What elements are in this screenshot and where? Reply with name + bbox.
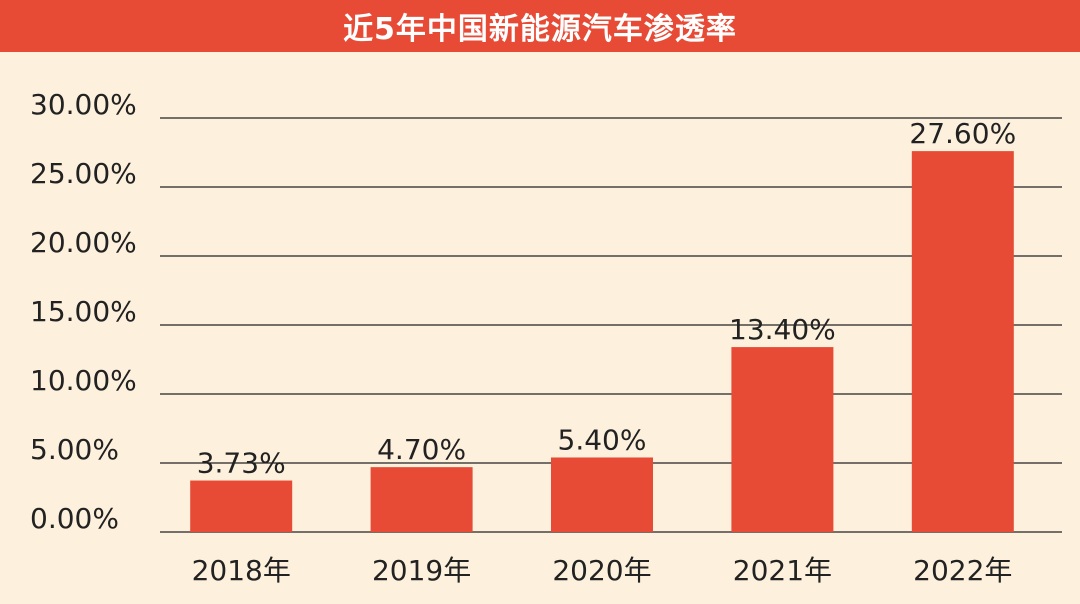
y-tick-label-3: 15.00% — [30, 295, 137, 328]
y-tick-label-1: 5.00% — [30, 433, 119, 466]
bar-3 — [731, 347, 834, 532]
data-label-0: 3.73% — [197, 447, 286, 480]
x-category-label-3: 2021年 — [733, 554, 832, 587]
y-tick-label-0: 0.00% — [30, 502, 119, 535]
x-category-label-4: 2022年 — [913, 554, 1012, 587]
data-label-1: 4.70% — [377, 433, 466, 466]
x-category-label-0: 2018年 — [192, 554, 291, 587]
bar-2 — [551, 457, 653, 532]
bar-0 — [190, 480, 293, 532]
chart-title: 近5年中国新能源汽车渗透率 — [343, 12, 737, 47]
labels: 0.00% 5.00% 10.00% 15.00% 20.00% 25.00% 30.00%… — [30, 88, 1016, 587]
data-label-4: 27.60% — [909, 117, 1016, 150]
bar-1 — [370, 467, 473, 532]
bars — [190, 151, 1014, 532]
x-category-label-1: 2019年 — [372, 554, 471, 587]
bar-4 — [911, 151, 1014, 532]
data-label-3: 13.40% — [729, 313, 836, 346]
y-tick-label-4: 20.00% — [30, 226, 137, 259]
y-tick-label-2: 10.00% — [30, 364, 137, 397]
title-banner: 近5年中国新能源汽车渗透率 — [0, 0, 1080, 52]
y-tick-label-6: 30.00% — [30, 88, 137, 121]
data-label-2: 5.40% — [558, 423, 647, 456]
y-tick-label-5: 25.00% — [30, 157, 137, 190]
gridlines — [160, 117, 1062, 533]
x-category-label-2: 2020年 — [552, 554, 651, 587]
